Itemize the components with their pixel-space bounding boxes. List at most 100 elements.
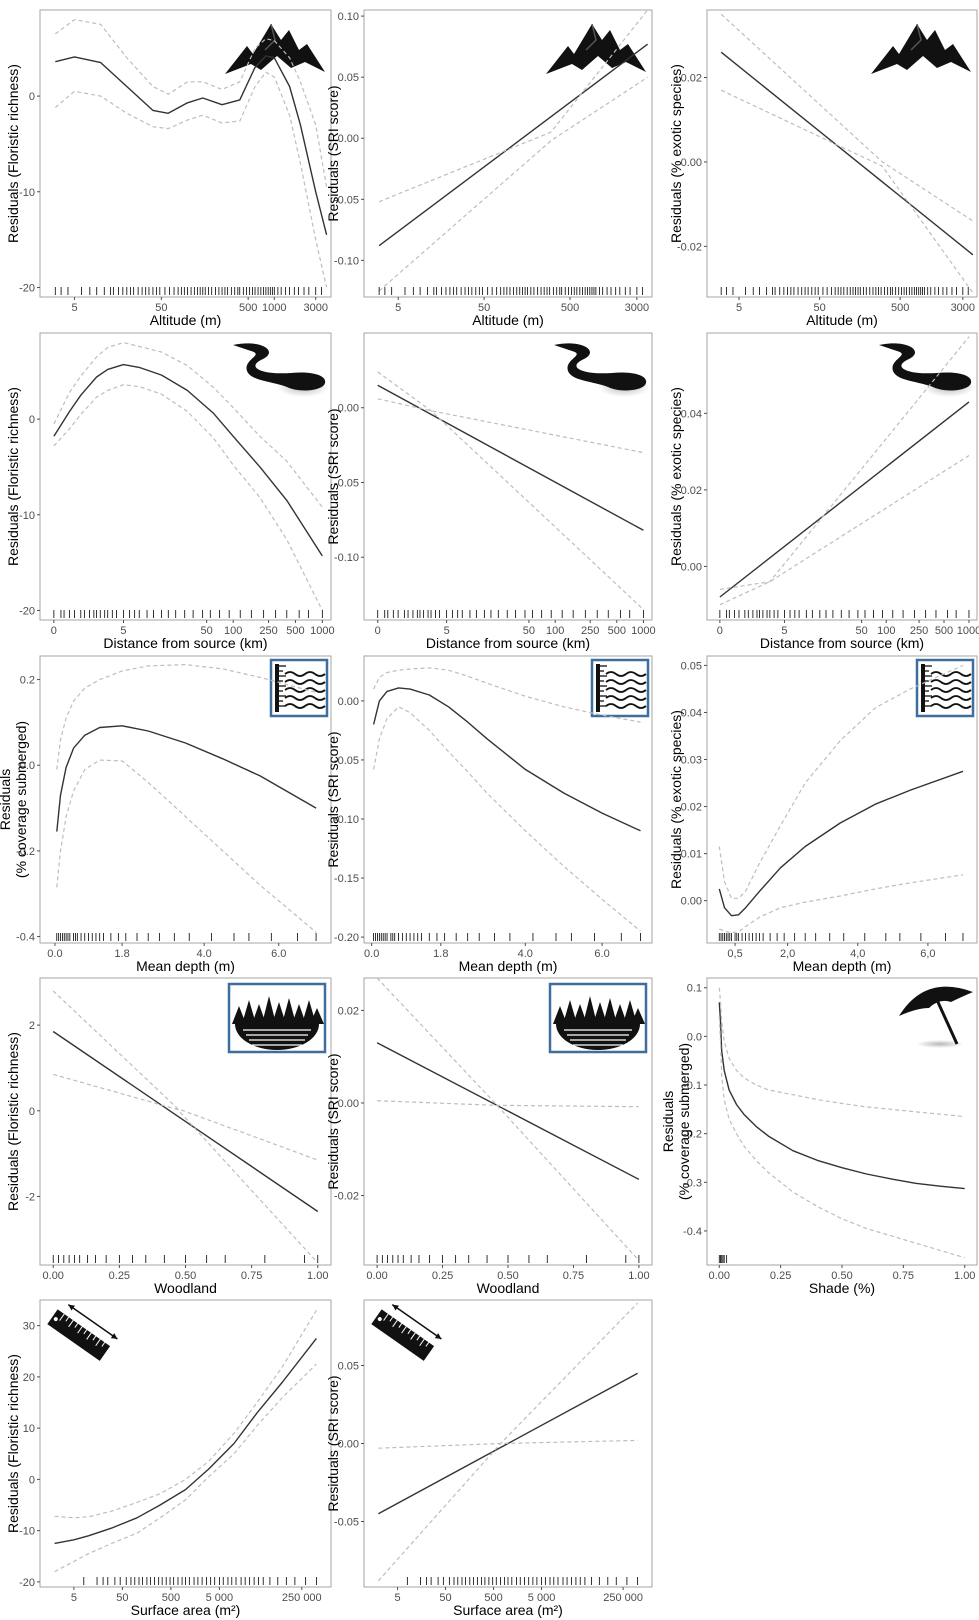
y-tick-label: 0.00 (681, 896, 702, 908)
rug-group (406, 1577, 638, 1585)
mountain-shape (546, 24, 646, 74)
x-tick-label: 0.00 (43, 1270, 64, 1282)
x-tick-label: 100 (224, 625, 242, 637)
x-axis-label: Distance from source (km) (760, 635, 924, 651)
ruler-tick (389, 1316, 394, 1322)
series-group (718, 664, 964, 934)
series-group (377, 1302, 639, 1582)
chart-panel-9: 0,5 2,0 4,0 6,0 0.05 0.04 0.03 0.02 0.01 0.00 Mean… (668, 655, 978, 974)
ruler-tick (77, 1326, 83, 1334)
y-tick-label: -0.2 (683, 1129, 702, 1141)
x-tick-label: 0.25 (109, 1270, 130, 1282)
ci-lower-line (720, 89, 974, 294)
x-axis-label: Altitude (m) (806, 312, 878, 328)
y-axis-label: Residuals (% exotic species) (668, 710, 684, 889)
mountain-ridge (585, 23, 597, 51)
y-tick-label: -0.05 (334, 755, 359, 767)
x-tick-label: 5 (395, 302, 401, 314)
y-tick-label: -0.2 (16, 846, 35, 858)
depth-gauge-wave (605, 671, 647, 677)
x-tick-label: 0 (717, 625, 723, 637)
x-tick-label: 500 (561, 302, 579, 314)
y-tick-label: -0.10 (334, 814, 359, 826)
rug-group (376, 1255, 640, 1263)
rug-group (52, 1255, 319, 1263)
y-tick-label: 0.02 (681, 802, 702, 814)
ruler-hole (377, 1317, 382, 1322)
x-tick-label: 5 (71, 1592, 77, 1604)
x-tick-label: 250 (581, 625, 599, 637)
fit-line (378, 43, 649, 247)
x-tick-label: 500 (286, 625, 304, 637)
x-tick-label: 4.0 (518, 948, 533, 960)
x-axis-label: Woodland (477, 1280, 540, 1296)
ruler-tick (83, 1329, 88, 1335)
tree-shape (282, 998, 296, 1024)
x-tick-label: 5 (736, 302, 742, 314)
ruler-tick (383, 1313, 389, 1321)
rug-group (720, 287, 969, 295)
series-group (56, 663, 317, 933)
x-tick-label: 100 (546, 625, 564, 637)
mountain-ridge (264, 23, 276, 51)
y-tick-label: 0.00 (681, 561, 702, 573)
y-tick-label: 0.02 (338, 1005, 359, 1017)
ruler-tick (59, 1313, 65, 1321)
y-tick-label: -0.4 (16, 932, 35, 944)
y-tick-label: -0.10 (334, 255, 359, 267)
tree-shape (631, 1008, 645, 1024)
x-tick-label: 6.0 (594, 948, 609, 960)
tree-shape (593, 1002, 607, 1024)
x-tick-label: 250 000 (282, 1592, 322, 1604)
series-group (378, 10, 649, 292)
y-tick-label: 0.01 (681, 849, 702, 861)
y-tick-label: 30 (23, 1321, 35, 1333)
chart-panel-2: 5 50 500 3000 0.10 0.05 0.00 -0.05 -0.10 Altitude… (325, 9, 653, 328)
x-tick-label: 500 (484, 1592, 502, 1604)
ci-lower-line (54, 71, 328, 288)
rug-group (718, 1255, 728, 1263)
ci-upper-line (378, 10, 649, 203)
x-tick-label: 5 000 (528, 1592, 556, 1604)
x-tick-label: 5 000 (206, 1592, 234, 1604)
y-tick-label: 20 (23, 1372, 35, 1384)
y-tick-label: 0 (29, 414, 35, 426)
chart-panel-5: 0 5 50 100 250 500 1000 0.00 -0.05 -0.10 Distance … (325, 332, 656, 651)
y-tick-label: 0.05 (338, 1361, 359, 1373)
fit-line (54, 1337, 317, 1545)
fit-line (52, 1030, 319, 1213)
ruler-tick (65, 1316, 70, 1322)
chart-panel-6: 0 5 50 100 250 500 1000 0.04 0.02 0.00 Distance fr… (668, 332, 979, 651)
ci-lower-line (56, 759, 317, 933)
tree-shape (573, 1004, 587, 1024)
ruler-arrowheads (392, 1304, 442, 1340)
tree-shape (272, 1002, 286, 1024)
x-tick-label: 1000 (262, 302, 286, 314)
x-tick-label: 1.00 (307, 1270, 328, 1282)
y-tick-label: -0.05 (334, 194, 359, 206)
x-tick-label: 5 (71, 302, 77, 314)
x-tick-label: 6,0 (920, 948, 935, 960)
chart-panel-13: 5 50 500 5 000 250 000 30 20 10 0 -10 -20 Surface a… (5, 1299, 332, 1618)
x-tick-label: 0.50 (175, 1270, 196, 1282)
y-tick-label: 0.10 (338, 11, 359, 23)
x-tick-label: 1000 (310, 625, 334, 637)
fit-line (56, 725, 317, 832)
y-axis-label: Residuals (% exotic species) (668, 387, 684, 566)
series-group (54, 1309, 317, 1573)
depth-gauge-bar (921, 664, 925, 712)
x-tick-label: 0.0 (364, 948, 379, 960)
ruler-tick (68, 1319, 74, 1328)
depth-gauge-wave (605, 703, 647, 709)
ci-lower-line (377, 1302, 639, 1582)
y-tick-label: 0.00 (338, 696, 359, 708)
x-tick-label: 5 (781, 625, 787, 637)
y-axis-label: Residuals (SRI score) (325, 1053, 341, 1189)
y-axis-label: Residuals (SRI score) (325, 408, 341, 544)
y-axis-label: Residuals (Floristic richness) (5, 64, 21, 243)
depth-gauge-wave (284, 695, 326, 701)
parasol-shadow (916, 1040, 964, 1048)
ci-upper-line (718, 664, 964, 899)
x-axis-label: Surface area (m²) (453, 1602, 563, 1618)
forest-icon (548, 982, 648, 1054)
